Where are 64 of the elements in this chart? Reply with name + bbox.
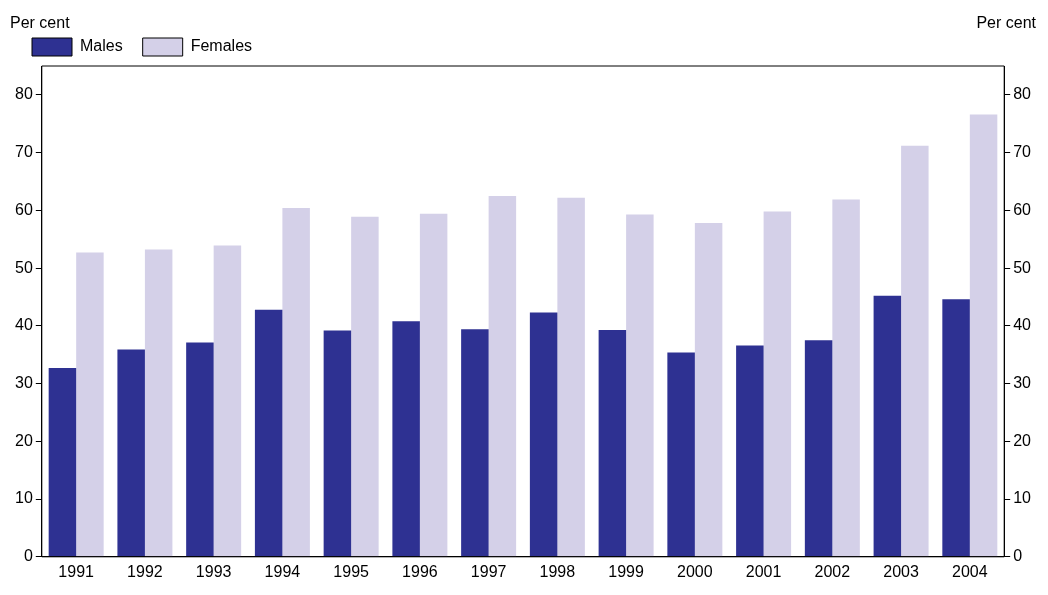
bar (323, 330, 352, 557)
bar (694, 223, 723, 557)
bar (144, 249, 173, 557)
bar (667, 352, 695, 557)
legend-label: Females (190, 37, 253, 55)
bar (873, 295, 902, 557)
x-tick-label: 2001 (745, 562, 782, 580)
x-tick-label: 1991 (58, 562, 95, 580)
bar (351, 216, 379, 557)
x-tick-label: 1992 (127, 562, 163, 580)
bar (901, 145, 929, 557)
bar (282, 208, 310, 557)
x-tick-label: 1999 (608, 562, 645, 580)
y2-tick-label: 50 (1013, 258, 1032, 276)
y2-tick-label: 0 (1013, 547, 1023, 565)
bar (461, 329, 489, 557)
y2-tick-label: 10 (1013, 489, 1032, 507)
x-tick-label: 2000 (677, 562, 713, 580)
bar (48, 367, 77, 557)
y-tick-label: 70 (15, 143, 33, 161)
y-tick-label: 30 (15, 373, 33, 391)
y2-axis-title: Per cent (976, 14, 1037, 32)
bar (969, 114, 998, 557)
legend-label: Males (80, 37, 123, 55)
bar (117, 349, 145, 557)
y-tick-label: 40 (15, 316, 33, 334)
bar (598, 329, 627, 557)
y-axis-title: Per cent (10, 14, 71, 32)
y2-tick-label: 60 (1013, 200, 1032, 218)
y2-tick-label: 70 (1013, 143, 1032, 161)
y-tick-label: 50 (15, 258, 33, 276)
bar (557, 197, 585, 557)
bar (804, 340, 833, 557)
bar (419, 213, 448, 557)
y-tick-label: 10 (15, 489, 33, 507)
bar (186, 342, 214, 557)
x-tick-label: 1994 (264, 562, 301, 580)
bar (832, 199, 860, 557)
y-tick-label: 60 (15, 200, 33, 218)
x-tick-label: 1997 (470, 562, 507, 580)
x-tick-label: 2002 (814, 562, 851, 580)
x-tick-label: 1998 (539, 562, 576, 580)
x-tick-label: 1996 (402, 562, 438, 580)
x-tick-label: 2004 (952, 562, 988, 580)
bar (254, 309, 283, 557)
bar (626, 214, 654, 557)
y2-tick-label: 20 (1013, 431, 1032, 449)
bar (942, 299, 970, 557)
y2-tick-label: 80 (1013, 85, 1032, 103)
x-tick-label: 1993 (195, 562, 232, 580)
bar (213, 245, 242, 557)
y-tick-label: 20 (15, 431, 33, 449)
bar (763, 211, 792, 557)
bar (76, 252, 104, 557)
y-tick-label: 80 (15, 85, 33, 103)
y-tick-label: 0 (23, 547, 33, 565)
bar (488, 195, 517, 557)
bar (392, 321, 420, 557)
x-tick-label: 2003 (883, 562, 919, 580)
bar (529, 312, 558, 557)
bar (736, 345, 764, 557)
y2-tick-label: 30 (1013, 373, 1032, 391)
y2-tick-label: 40 (1013, 316, 1032, 334)
x-tick-label: 1995 (333, 562, 370, 580)
